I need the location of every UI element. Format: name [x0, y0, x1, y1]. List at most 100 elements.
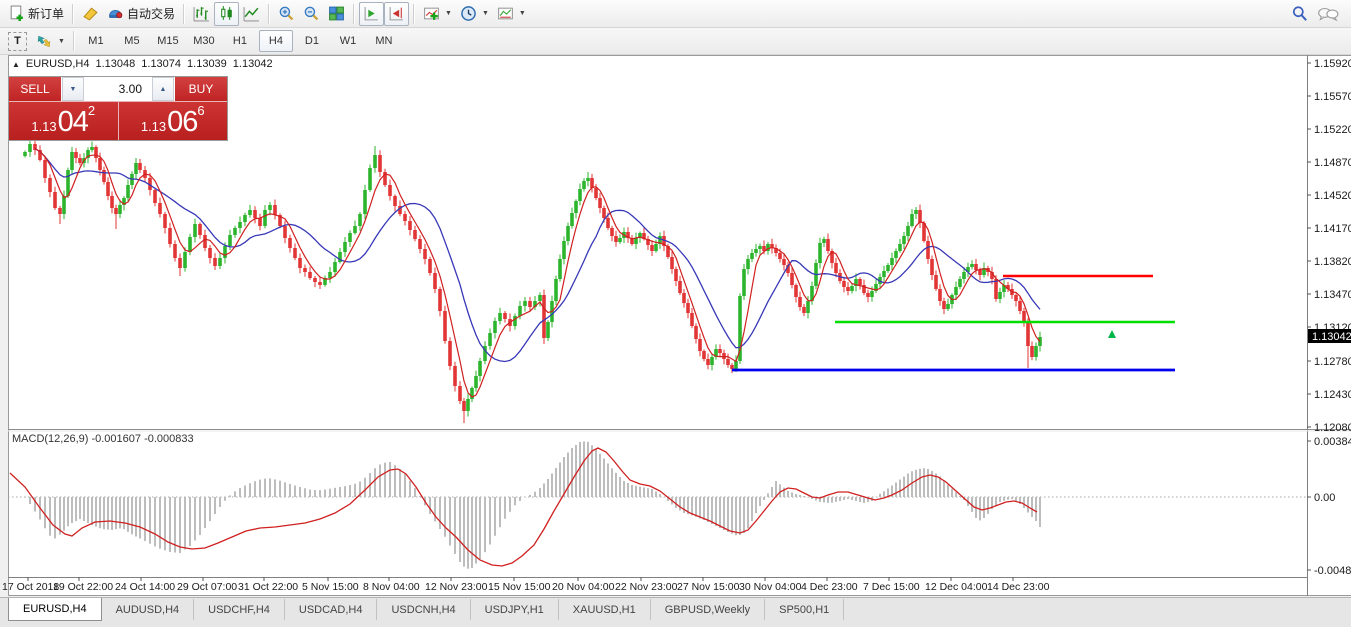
svg-text:1.12430: 1.12430 — [1314, 389, 1351, 401]
volume-increase-button[interactable]: ▲ — [152, 77, 174, 101]
templates-caret-icon[interactable]: ▼ — [518, 10, 526, 17]
toolbar-separator — [413, 3, 416, 24]
timeframe-H4[interactable]: H4 — [258, 30, 293, 52]
toolbar-separator — [353, 3, 356, 24]
search-button[interactable] — [1287, 2, 1313, 26]
volume-control: ▼ ▲ — [61, 77, 175, 101]
tab-AUDUSD,H4[interactable]: AUDUSD,H4 — [102, 599, 195, 620]
svg-text:8 Nov 04:00: 8 Nov 04:00 — [363, 581, 420, 593]
tab-USDCHF,H4[interactable]: USDCHF,H4 — [194, 599, 285, 620]
svg-text:1.13042: 1.13042 — [1312, 331, 1351, 343]
svg-text:22 Nov 23:00: 22 Nov 23:00 — [615, 581, 678, 593]
sell-price-sup: 2 — [87, 103, 96, 118]
svg-text:24 Oct 14:00: 24 Oct 14:00 — [115, 581, 175, 593]
sell-price-display[interactable]: 1.13 04 2 — [9, 102, 119, 140]
sell-button[interactable]: SELL — [9, 77, 61, 101]
text-tool-button[interactable]: T — [4, 29, 31, 53]
tile-windows-icon — [329, 6, 344, 21]
line-chart-icon — [243, 7, 259, 22]
svg-text:5 Nov 15:00: 5 Nov 15:00 — [302, 581, 359, 593]
svg-text:15 Nov 15:00: 15 Nov 15:00 — [488, 581, 551, 593]
clock-icon — [461, 6, 476, 21]
tab-EURUSD,H4[interactable]: EURUSD,H4 — [8, 598, 102, 621]
auto-trading-button[interactable]: 自动交易 — [103, 2, 179, 26]
templates-button[interactable]: ▼ — [493, 2, 530, 26]
svg-text:1.14520: 1.14520 — [1314, 190, 1351, 202]
chat-button[interactable] — [1313, 2, 1343, 26]
styler-button[interactable] — [78, 2, 103, 26]
timeframe-M30[interactable]: M30 — [193, 35, 215, 47]
timeframe-buttons: M1 M5 M15 M30 H1 H4 D1 W1 MN — [79, 30, 401, 52]
tile-windows-button[interactable] — [324, 2, 349, 26]
buy-button[interactable]: BUY — [175, 77, 227, 101]
tab-SP500,H1[interactable]: SP500,H1 — [765, 599, 845, 620]
main-toolbar: 新订单 自动交易 — [0, 0, 1351, 28]
new-order-icon — [10, 5, 23, 21]
periods-button[interactable]: ▼ — [456, 2, 493, 26]
zoom-out-icon — [304, 6, 319, 21]
svg-text:31 Oct 22:00: 31 Oct 22:00 — [238, 581, 298, 593]
svg-text:29 Oct 07:00: 29 Oct 07:00 — [177, 581, 237, 593]
timeframe-MN[interactable]: MN — [375, 35, 393, 47]
indicators-button[interactable]: ▼ — [419, 2, 456, 26]
periods-caret-icon[interactable]: ▼ — [481, 10, 489, 17]
bar-chart-button[interactable] — [189, 2, 214, 26]
svg-text:17 Oct 2018: 17 Oct 2018 — [2, 581, 59, 593]
new-order-button[interactable]: 新订单 — [4, 2, 68, 26]
collapse-panel-icon[interactable]: ▲ — [12, 59, 20, 69]
svg-text:-0.004856: -0.004856 — [1314, 565, 1351, 577]
toolbar-separator — [72, 31, 75, 51]
timeframe-M15[interactable]: M15 — [157, 35, 179, 47]
svg-text:1.13820: 1.13820 — [1314, 256, 1351, 268]
svg-text:7 Dec 15:00: 7 Dec 15:00 — [863, 581, 920, 593]
text-tool-icon: T — [8, 31, 27, 51]
timeframe-M5[interactable]: M5 — [124, 35, 140, 47]
timeframe-H1[interactable]: H1 — [232, 35, 247, 47]
tab-XAUUSD,H1[interactable]: XAUUSD,H1 — [559, 599, 651, 620]
buy-price-display[interactable]: 1.13 06 6 — [118, 102, 227, 140]
timeframe-D1[interactable]: D1 — [304, 35, 319, 47]
svg-text:1.15570: 1.15570 — [1314, 91, 1351, 103]
one-click-trading-panel: SELL ▼ ▲ BUY 1.13 04 2 1.13 06 6 — [8, 76, 228, 141]
timeframe-W1[interactable]: W1 — [339, 35, 357, 47]
svg-text:1.15220: 1.15220 — [1314, 124, 1351, 136]
objects-caret-icon[interactable]: ▼ — [58, 37, 65, 45]
auto-scroll-icon — [364, 7, 378, 21]
zoom-out-button[interactable] — [299, 2, 324, 26]
candlestick-chart-icon — [221, 6, 232, 20]
tab-USDCNH,H4[interactable]: USDCNH,H4 — [377, 599, 471, 620]
timeframe-M1[interactable]: M1 — [88, 35, 104, 47]
chart-shift-button[interactable] — [384, 1, 410, 26]
objects-button[interactable]: ▼ — [31, 29, 69, 53]
svg-text:1.12080: 1.12080 — [1314, 422, 1351, 434]
tab-USDCAD,H4[interactable]: USDCAD,H4 — [285, 599, 378, 620]
tab-GBPUSD,Weekly[interactable]: GBPUSD,Weekly — [651, 599, 766, 620]
chart-ohlc-header: ▲ EURUSD,H4 1.13048 1.13074 1.13039 1.13… — [12, 58, 273, 70]
objects-arrows-icon — [37, 35, 51, 47]
new-order-label: 新订单 — [28, 7, 65, 21]
auto-scroll-button[interactable] — [359, 1, 385, 26]
svg-text:12 Nov 23:00: 12 Nov 23:00 — [425, 581, 488, 593]
brush-icon — [83, 7, 98, 21]
chart-symbol-period: EURUSD,H4 — [25, 58, 90, 70]
toolbar-separator — [183, 3, 186, 24]
tab-USDJPY,H1[interactable]: USDJPY,H1 — [471, 599, 559, 620]
svg-text:1.12780: 1.12780 — [1314, 356, 1351, 368]
volume-input[interactable] — [84, 77, 152, 101]
volume-decrease-button[interactable]: ▼ — [62, 77, 84, 101]
svg-text:1.14170: 1.14170 — [1314, 223, 1351, 235]
chart-window: 17 Oct 2018 19 Oct 22:00 24 Oct 14:00 29 Oc… — [0, 55, 1351, 597]
indicators-caret-icon[interactable]: ▼ — [445, 10, 452, 17]
autotrading-icon — [109, 9, 123, 19]
ohlc-open: 1.13048 — [95, 58, 136, 70]
svg-text:1.15920: 1.15920 — [1314, 58, 1351, 70]
candlestick-chart-button[interactable] — [214, 1, 240, 26]
svg-text:0.00: 0.00 — [1314, 492, 1335, 504]
chart-shift-icon — [389, 7, 403, 21]
svg-text:0.003847: 0.003847 — [1314, 436, 1351, 448]
line-chart-button[interactable] — [239, 2, 264, 26]
svg-text:20 Nov 04:00: 20 Nov 04:00 — [552, 581, 615, 593]
zoom-in-button[interactable] — [274, 2, 299, 26]
ohlc-low: 1.13039 — [187, 58, 227, 70]
